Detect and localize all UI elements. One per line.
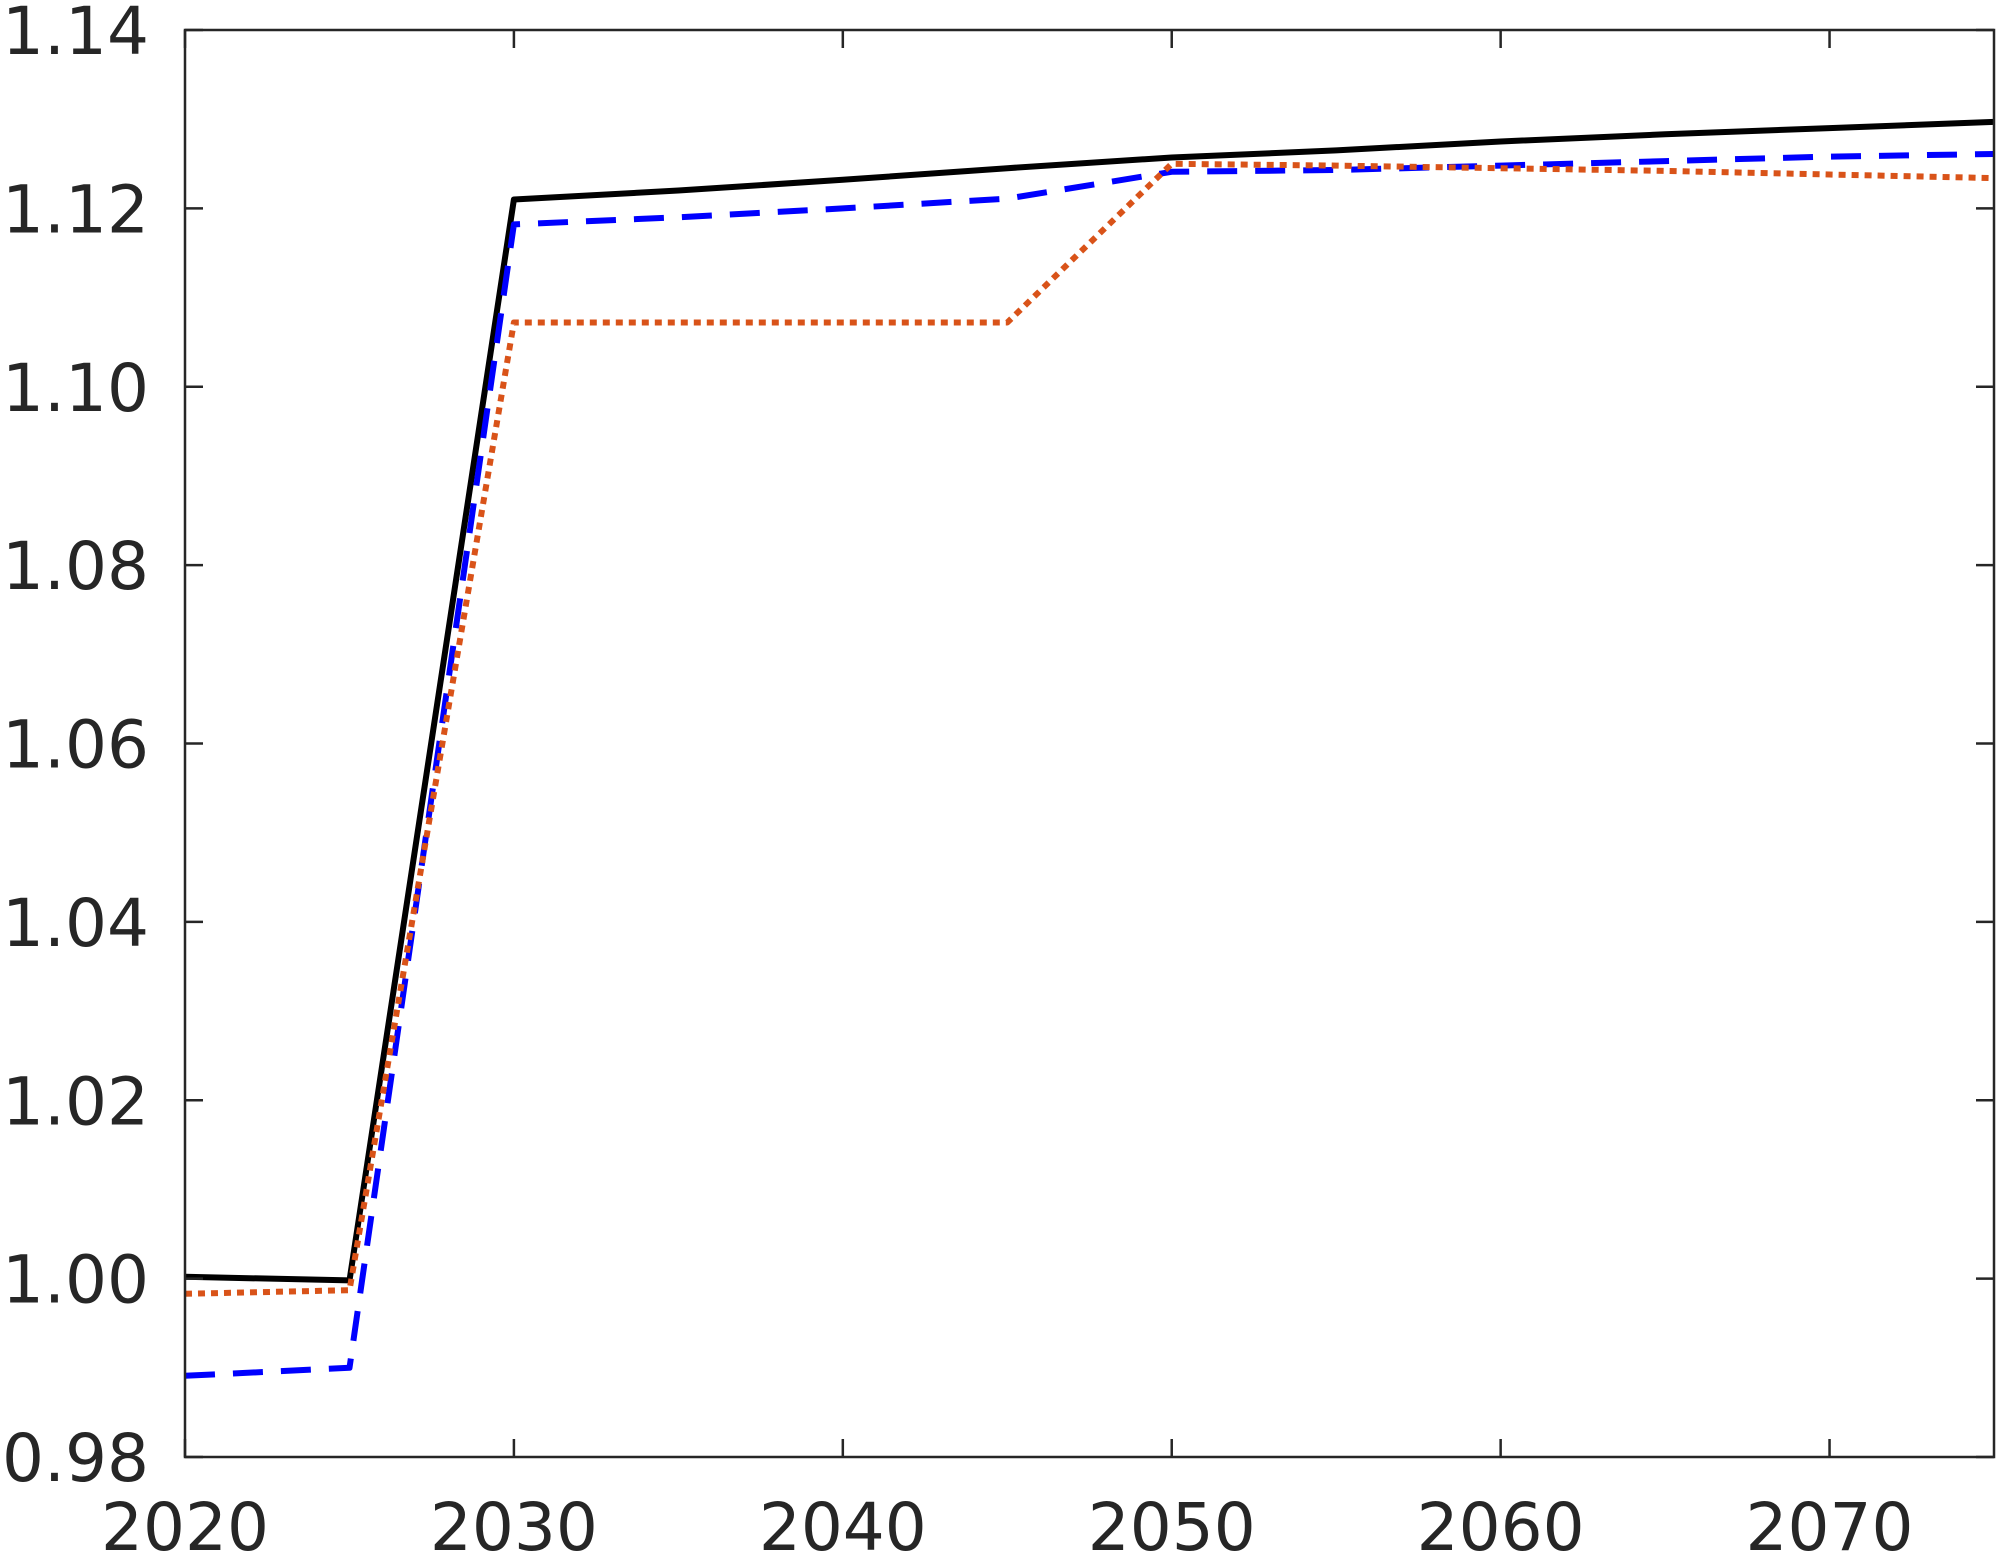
y-tick-label-6: 1.10 xyxy=(2,350,149,427)
x-tick-label-2050: 2050 xyxy=(1088,1489,1256,1553)
y-tick-label-2: 1.02 xyxy=(2,1063,149,1140)
y-tick-label-7: 1.12 xyxy=(2,171,149,248)
series-line-1 xyxy=(184,118,1995,1284)
y-tick-label-0: 0.98 xyxy=(2,1420,149,1497)
tick-layer xyxy=(183,28,1994,1459)
series-layer xyxy=(184,118,1995,1379)
y-tick-label-4: 1.06 xyxy=(2,707,149,784)
x-tick-label-2060: 2060 xyxy=(1417,1489,1585,1553)
y-tick-label-8: 1.14 xyxy=(2,0,149,70)
y-tick-label-1: 1.00 xyxy=(2,1242,149,1319)
tick-label-layer: 2020 2030 2040 2050 2060 2070 0.98 1.00 1.02 1.04… xyxy=(2,0,1914,1553)
y-tick-label-3: 1.04 xyxy=(2,885,149,962)
x-tick-label-2020: 2020 xyxy=(101,1489,269,1553)
y-tick-label-5: 1.08 xyxy=(2,528,149,605)
x-tick-label-2040: 2040 xyxy=(759,1489,927,1553)
x-tick-label-2070: 2070 xyxy=(1746,1489,1914,1553)
x-tick-label-2030: 2030 xyxy=(430,1489,598,1553)
plot-area-background xyxy=(185,30,1994,1457)
series-line-2 xyxy=(184,151,1995,1379)
